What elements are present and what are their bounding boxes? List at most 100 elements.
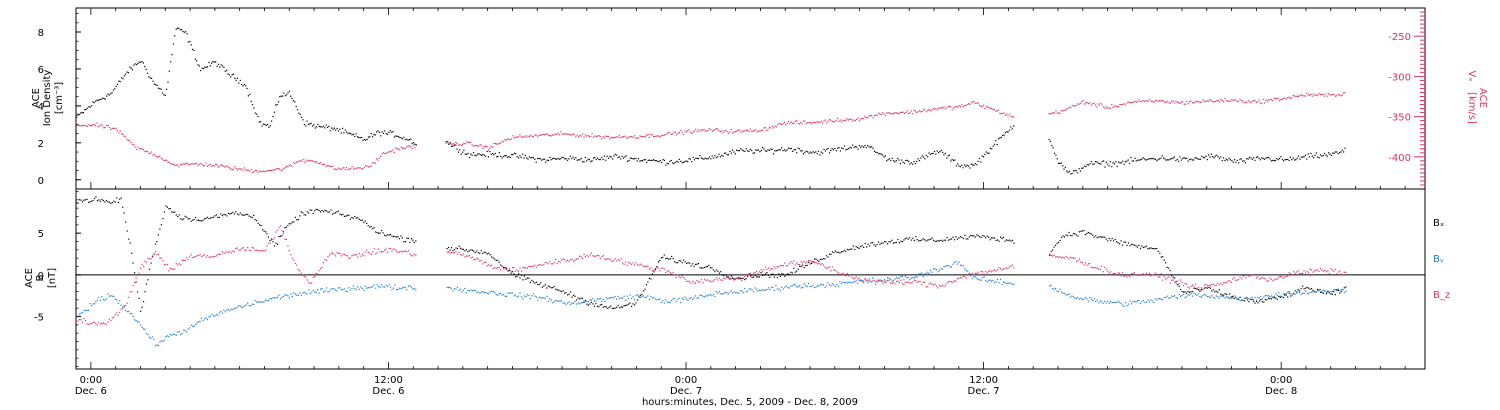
bx-point [318, 209, 320, 212]
bx-point [720, 271, 722, 273]
density-point [1146, 159, 1148, 161]
velocity-point [1213, 101, 1215, 103]
bz-point [273, 237, 276, 239]
bx-point [1229, 293, 1231, 295]
density-point [361, 136, 363, 139]
bx-point [111, 202, 113, 204]
bx-point [784, 275, 786, 277]
velocity-point [343, 167, 345, 169]
velocity-point [908, 112, 910, 115]
by-point [1296, 292, 1298, 294]
bx-point [1154, 248, 1156, 250]
by-point [834, 285, 836, 288]
velocity-point [1259, 102, 1261, 104]
by-point [232, 308, 234, 311]
by-point [602, 298, 604, 301]
bx-point [513, 273, 515, 275]
bx-point [180, 218, 182, 220]
velocity-point [680, 129, 682, 131]
bx-point [236, 213, 238, 215]
bz-point [86, 323, 88, 325]
bz-point [1199, 289, 1201, 291]
bx-point [1211, 290, 1213, 292]
bz-point [244, 249, 246, 251]
density-point [1163, 157, 1165, 159]
bz-point [894, 283, 896, 285]
by-point [538, 296, 540, 298]
by-point [886, 277, 889, 279]
density-point [389, 130, 391, 132]
density-point [906, 159, 908, 161]
by-point [880, 279, 883, 282]
bx-point [392, 236, 395, 238]
density-point [1190, 158, 1192, 160]
density-point [1220, 156, 1222, 158]
by-point [684, 296, 686, 298]
velocity-point [507, 138, 509, 140]
velocity-point [622, 136, 625, 138]
by-point [1104, 300, 1106, 302]
density-point [843, 145, 846, 147]
by-point [950, 266, 953, 268]
bx-point [119, 198, 121, 200]
bz-point [770, 268, 772, 270]
density-point [452, 145, 454, 147]
bx-point [697, 263, 700, 265]
bz-point [970, 275, 972, 277]
velocity-point [1188, 101, 1191, 103]
by-point [964, 268, 966, 270]
velocity-point [456, 142, 458, 144]
velocity-point [403, 147, 405, 149]
by-point [1068, 293, 1070, 295]
bx-point [541, 286, 543, 288]
density-point [624, 156, 626, 158]
by-point [1245, 296, 1247, 298]
bz-point [1318, 270, 1320, 272]
by-point [1239, 299, 1241, 302]
velocity-point [607, 135, 610, 137]
density-point [367, 136, 370, 138]
velocity-point [658, 135, 660, 137]
bz-point [1226, 281, 1228, 283]
bx-point [1278, 295, 1280, 297]
velocity-point [790, 121, 792, 123]
velocity-point [969, 103, 971, 105]
velocity-point [239, 168, 241, 170]
by-point [1172, 295, 1174, 298]
by-point [635, 295, 637, 297]
velocity-point [1251, 100, 1253, 102]
bx-point [1096, 237, 1098, 239]
velocity-point [167, 161, 169, 163]
bz-point [407, 250, 409, 252]
bx-point [529, 281, 531, 283]
velocity-point [711, 130, 713, 132]
bz-point [1142, 273, 1144, 275]
density-point [1048, 138, 1050, 141]
bx-point [787, 273, 789, 275]
by-point [1081, 298, 1083, 300]
bz-point [462, 253, 464, 255]
by-point [571, 302, 573, 304]
by-point [1008, 282, 1011, 284]
velocity-point [929, 110, 931, 112]
by-point [163, 339, 165, 341]
density-point [243, 83, 245, 86]
velocity-point [770, 127, 772, 129]
density-point [463, 149, 465, 151]
density-point [1298, 155, 1300, 157]
velocity-point [917, 111, 919, 113]
density-point [145, 68, 147, 70]
density-point [1175, 159, 1177, 162]
velocity-point [284, 167, 286, 169]
bx-point [1279, 296, 1281, 298]
bz-point [849, 274, 851, 276]
by-point [803, 283, 805, 285]
by-point [678, 297, 680, 299]
by-point [1227, 297, 1229, 299]
density-point [1306, 158, 1308, 160]
density-point [517, 157, 520, 159]
by-point [166, 335, 168, 337]
bx-point [462, 248, 464, 251]
by-point [488, 293, 490, 295]
bx-point [413, 241, 415, 243]
